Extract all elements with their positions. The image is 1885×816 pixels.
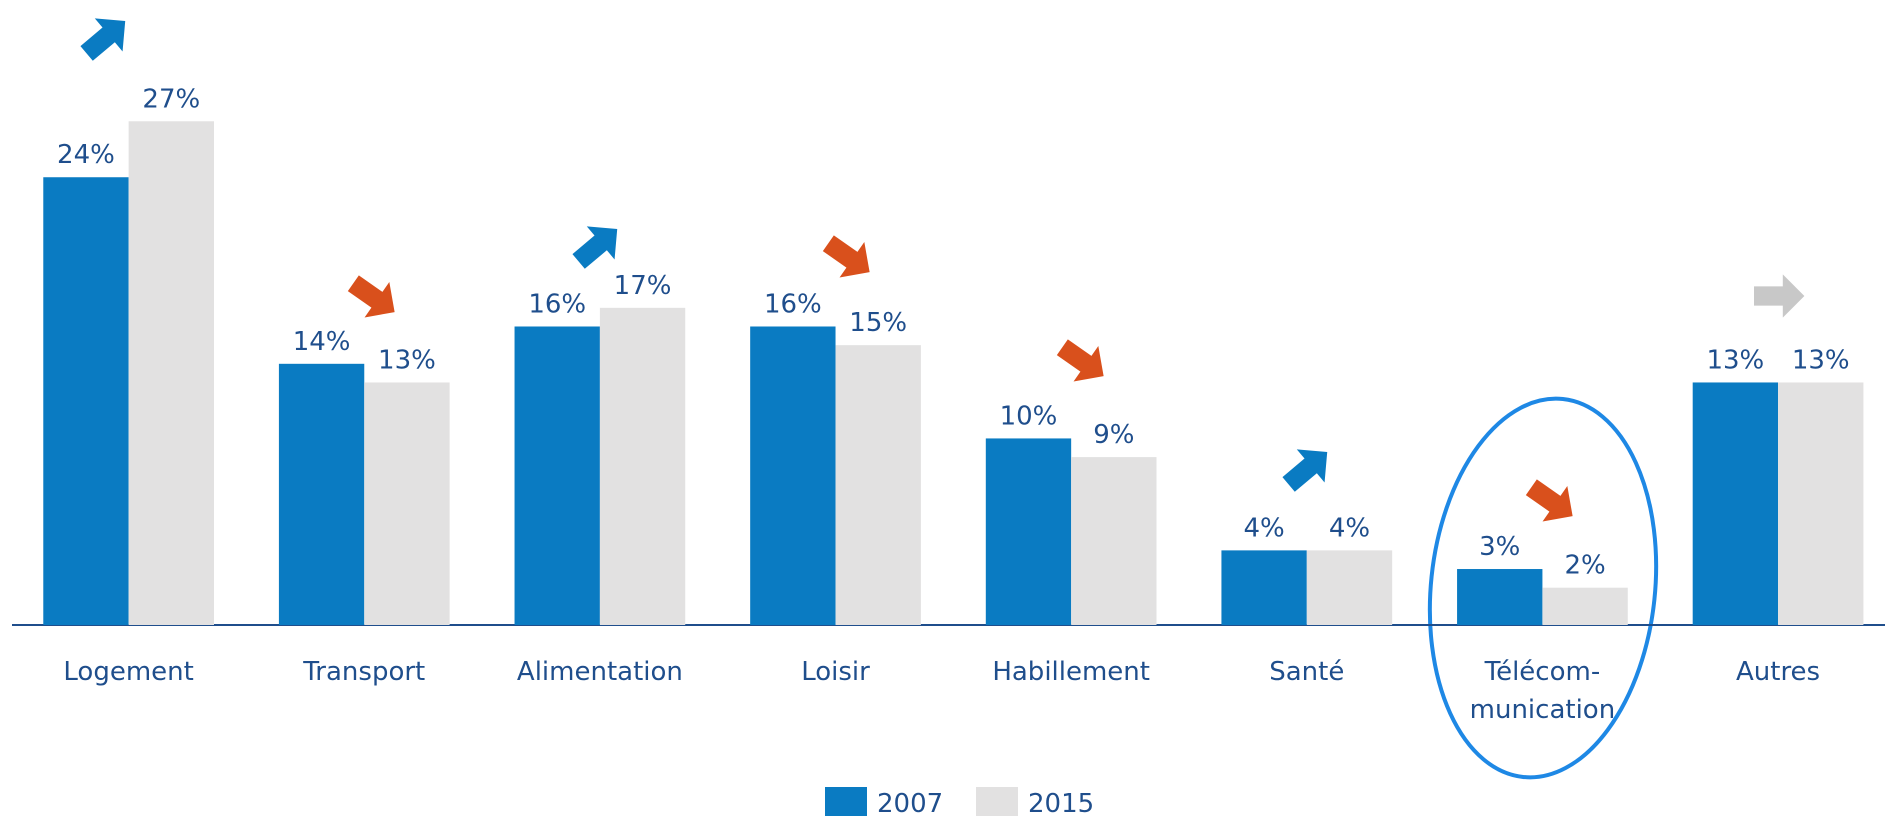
bar bbox=[599, 307, 686, 625]
trend-arrows bbox=[80, 18, 1805, 522]
x-tick-label: Santé bbox=[1269, 657, 1345, 687]
legend-label: 2015 bbox=[1028, 789, 1094, 816]
data-label: 10% bbox=[1000, 401, 1058, 431]
bar bbox=[1542, 587, 1628, 625]
data-label: 24% bbox=[57, 140, 115, 170]
data-label: 15% bbox=[849, 308, 907, 338]
legend-swatch bbox=[976, 787, 1018, 816]
data-label: 16% bbox=[764, 289, 822, 319]
x-tick-label: Alimentation bbox=[516, 657, 683, 687]
legend-swatch bbox=[825, 787, 867, 816]
data-label: 3% bbox=[1479, 532, 1520, 562]
x-tick-label: Télécom- munication bbox=[1469, 657, 1616, 725]
bar bbox=[514, 326, 600, 625]
bar bbox=[43, 177, 129, 625]
x-tick-label: Logement bbox=[63, 657, 194, 687]
trend-arrow bbox=[822, 235, 870, 278]
trend-arrow bbox=[572, 226, 618, 269]
data-label: 13% bbox=[1792, 345, 1850, 375]
bar bbox=[1221, 550, 1307, 625]
bar bbox=[985, 438, 1072, 625]
data-label: 27% bbox=[142, 84, 200, 114]
bar bbox=[1692, 382, 1779, 625]
bar bbox=[1457, 569, 1543, 625]
trend-arrow bbox=[80, 18, 126, 61]
trend-arrow bbox=[1056, 339, 1104, 382]
x-tick-label: Transport bbox=[303, 657, 426, 687]
data-label: 4% bbox=[1243, 513, 1284, 543]
data-label: 17% bbox=[614, 271, 672, 301]
x-tick-label: Habillement bbox=[992, 657, 1150, 687]
bar bbox=[1306, 550, 1393, 625]
bar bbox=[278, 363, 365, 625]
legend-label: 2007 bbox=[877, 789, 943, 816]
trend-arrow bbox=[347, 275, 395, 318]
trend-arrow bbox=[1282, 449, 1328, 492]
data-label: 4% bbox=[1329, 513, 1370, 543]
bar bbox=[128, 121, 214, 626]
bar bbox=[364, 382, 450, 625]
trend-arrow bbox=[1754, 274, 1805, 318]
data-label: 16% bbox=[528, 289, 586, 319]
trend-arrow bbox=[1525, 479, 1573, 522]
bar bbox=[1778, 382, 1864, 625]
data-label: 14% bbox=[293, 327, 351, 357]
data-label: 13% bbox=[1706, 345, 1764, 375]
x-tick-label: Loisir bbox=[801, 657, 870, 687]
bar bbox=[1071, 457, 1157, 625]
data-label: 13% bbox=[378, 345, 436, 375]
x-tick-label: Autres bbox=[1735, 657, 1821, 687]
data-label: 9% bbox=[1093, 420, 1134, 450]
data-label: 2% bbox=[1564, 551, 1605, 581]
bar bbox=[835, 345, 921, 625]
highlight-circle bbox=[1427, 396, 1659, 780]
bar bbox=[750, 326, 836, 625]
